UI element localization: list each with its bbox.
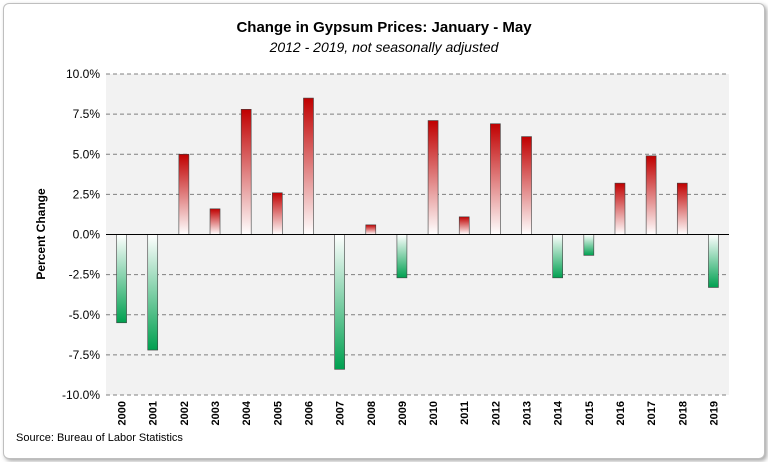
x-tick-label: 2002: [179, 401, 191, 425]
bar-2019: [708, 234, 719, 288]
bar-2008: [365, 224, 377, 235]
x-tick-label: 2014: [553, 400, 565, 425]
x-tick-label: 2017: [646, 401, 658, 425]
y-tick-label: 10.0%: [66, 67, 100, 81]
bar-2010: [427, 120, 439, 235]
bar-2000: [116, 234, 127, 324]
bar-2001: [147, 234, 159, 351]
chart-title: Change in Gypsum Prices: January - May: [236, 19, 532, 36]
y-tick-label: -7.5%: [69, 348, 101, 362]
x-tick-label: 2003: [210, 401, 222, 425]
x-tick-label: 2013: [522, 401, 534, 425]
y-tick-label: 0.0%: [73, 228, 101, 242]
bar-2004: [240, 109, 252, 235]
bar-2018: [676, 182, 688, 235]
x-tick-label: 2016: [615, 401, 627, 425]
x-tick-label: 2012: [490, 401, 502, 425]
y-tick-label: -10.0%: [62, 388, 100, 402]
x-tick-label: 2006: [303, 401, 315, 425]
x-tick-label: 2001: [148, 401, 160, 425]
x-tick-label: 2008: [366, 401, 378, 425]
x-tick-label: 2018: [677, 401, 689, 425]
x-tick-label: 2019: [708, 401, 720, 425]
bar-2015: [583, 234, 595, 256]
x-tick-label: 2011: [459, 401, 471, 425]
chart-subtitle: 2012 - 2019, not seasonally adjusted: [269, 39, 500, 55]
bar-2002: [178, 153, 190, 235]
bar-2014: [552, 234, 563, 279]
x-tick-label: 2009: [397, 401, 409, 425]
x-tick-label: 2007: [335, 401, 347, 425]
bar-2006: [303, 97, 314, 235]
bar-2007: [334, 234, 345, 370]
bar-2012: [490, 123, 501, 235]
x-axis-ticks: 2000 2001 2002 2003 2004 2005 2006 2007 2008 2009…: [117, 400, 721, 425]
bar-2017: [645, 155, 657, 235]
y-tick-label: 2.5%: [73, 187, 101, 201]
y-tick-label: -5.0%: [69, 308, 101, 322]
bar-2005: [272, 192, 283, 235]
x-tick-label: 2005: [272, 401, 284, 425]
y-axis-label: Percent Change: [34, 188, 48, 280]
y-tick-label: 7.5%: [73, 107, 101, 121]
source-note: Source: Bureau of Labor Statistics: [16, 432, 183, 444]
x-tick-label: 2004: [241, 400, 253, 425]
y-tick-label: 5.0%: [73, 147, 101, 161]
x-tick-label: 2000: [117, 401, 129, 425]
y-tick-label: -2.5%: [69, 268, 101, 282]
bar-2013: [521, 136, 532, 235]
bar-2003: [209, 208, 221, 235]
bar-2011: [458, 216, 470, 235]
bar-2009: [396, 234, 408, 279]
y-axis-ticks: 10.0% 7.5% 5.0% 2.5% 0.0% -2.5% -5.0% -7.5% -10.…: [62, 67, 100, 402]
x-tick-label: 2015: [584, 401, 596, 425]
bar-2016: [614, 182, 626, 235]
x-tick-label: 2010: [428, 401, 440, 425]
bars: [106, 97, 729, 370]
